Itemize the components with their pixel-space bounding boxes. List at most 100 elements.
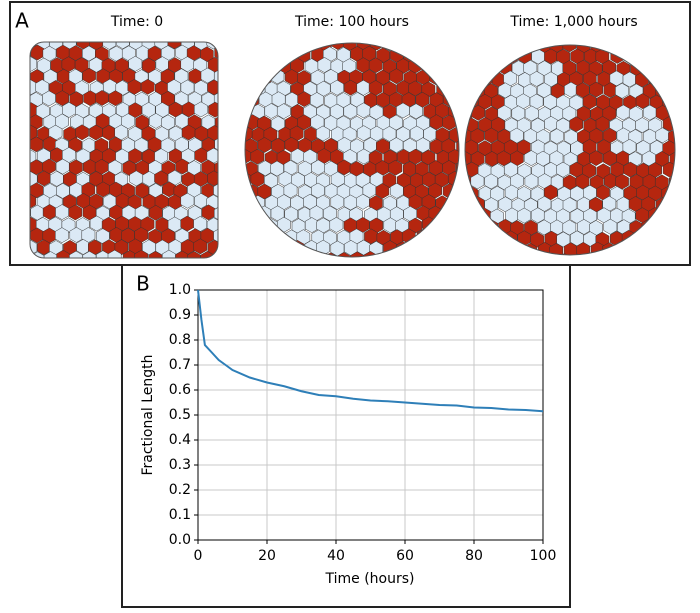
- cell: [207, 170, 218, 187]
- cell: [297, 91, 312, 107]
- y-tick-label: 0.6: [169, 382, 191, 398]
- cell: [442, 46, 457, 63]
- cell: [463, 195, 476, 210]
- cell: [461, 36, 474, 51]
- cell: [330, 194, 345, 210]
- cell: [448, 194, 459, 211]
- cell: [530, 207, 545, 224]
- cell: [436, 240, 451, 257]
- cell: [55, 90, 70, 107]
- cell: [135, 182, 149, 199]
- cell: [543, 254, 557, 255]
- image-title: Time: 1,000 hours: [509, 14, 637, 30]
- cell: [162, 181, 176, 198]
- y-tick-label: 0.0: [169, 532, 191, 548]
- cell: [575, 82, 590, 99]
- cell: [517, 207, 532, 224]
- cell: [56, 183, 70, 199]
- cell: [648, 47, 662, 64]
- cell: [250, 171, 265, 188]
- cell: [661, 208, 675, 224]
- cell: [193, 238, 208, 255]
- cell: [30, 136, 44, 153]
- cell: [582, 93, 597, 110]
- cell: [454, 92, 459, 109]
- cell: [245, 70, 258, 86]
- cell: [556, 231, 571, 248]
- cell: [441, 206, 456, 222]
- cell: [409, 239, 423, 256]
- cell: [213, 205, 218, 222]
- cell: [556, 140, 571, 157]
- cell: [484, 60, 499, 76]
- cell: [128, 55, 143, 72]
- cell: [245, 229, 260, 246]
- cell: [454, 182, 459, 199]
- cell: [356, 102, 371, 119]
- cell: [655, 218, 670, 235]
- cell: [368, 57, 383, 74]
- cell: [478, 231, 492, 248]
- cell: [465, 150, 472, 167]
- cell: [331, 43, 345, 50]
- cell: [356, 193, 370, 210]
- cell: [167, 42, 182, 50]
- cell: [250, 148, 265, 165]
- cell: [220, 58, 233, 73]
- y-tick-label: 0.8: [169, 332, 191, 348]
- cell: [316, 125, 330, 142]
- y-tick-label: 0.2: [169, 482, 191, 498]
- cell: [382, 172, 397, 189]
- cell: [462, 217, 475, 232]
- cell: [175, 158, 190, 175]
- cell: [530, 231, 545, 248]
- cell: [213, 91, 218, 107]
- cell: [455, 160, 459, 176]
- cell: [623, 253, 637, 255]
- cell: [128, 102, 143, 119]
- cell: [510, 45, 525, 53]
- cell: [416, 46, 431, 62]
- data-line: [197, 289, 544, 413]
- cell: [615, 242, 629, 255]
- cell: [213, 182, 218, 199]
- cell: [454, 228, 459, 244]
- cell: [662, 47, 675, 64]
- cell: [30, 193, 37, 210]
- cell: [271, 115, 285, 132]
- cell: [429, 69, 443, 86]
- cell: [668, 196, 675, 212]
- cell: [278, 240, 292, 257]
- cell: [484, 242, 499, 255]
- cell: [636, 49, 650, 66]
- cell: [648, 231, 663, 247]
- cell: [388, 159, 403, 176]
- panel-label: B: [136, 272, 150, 296]
- cell: [465, 197, 472, 213]
- cell: [662, 254, 675, 255]
- cell: [245, 194, 252, 210]
- cell: [449, 127, 459, 143]
- cell: [220, 81, 233, 96]
- cell: [669, 60, 675, 77]
- cell: [484, 127, 499, 144]
- cell: [375, 183, 390, 199]
- cell: [662, 231, 675, 247]
- cell: [376, 69, 390, 86]
- cell: [310, 92, 324, 108]
- plot-area: 0.0 0.1 0.2 0.3 0.4 0.5 0.6 0.7 0.8 0.9 1.0 0 20 40 60…: [169, 282, 557, 564]
- plot-frame: [197, 289, 544, 541]
- cell: [635, 230, 650, 247]
- cell: [284, 69, 299, 85]
- cell: [562, 105, 577, 122]
- cell: [330, 79, 344, 96]
- cell: [148, 204, 163, 221]
- cell: [570, 254, 585, 255]
- cell: [491, 253, 506, 255]
- cell: [317, 57, 332, 73]
- cell: [649, 254, 664, 255]
- cell: [423, 126, 437, 142]
- cell: [656, 59, 671, 76]
- cell: [221, 216, 234, 231]
